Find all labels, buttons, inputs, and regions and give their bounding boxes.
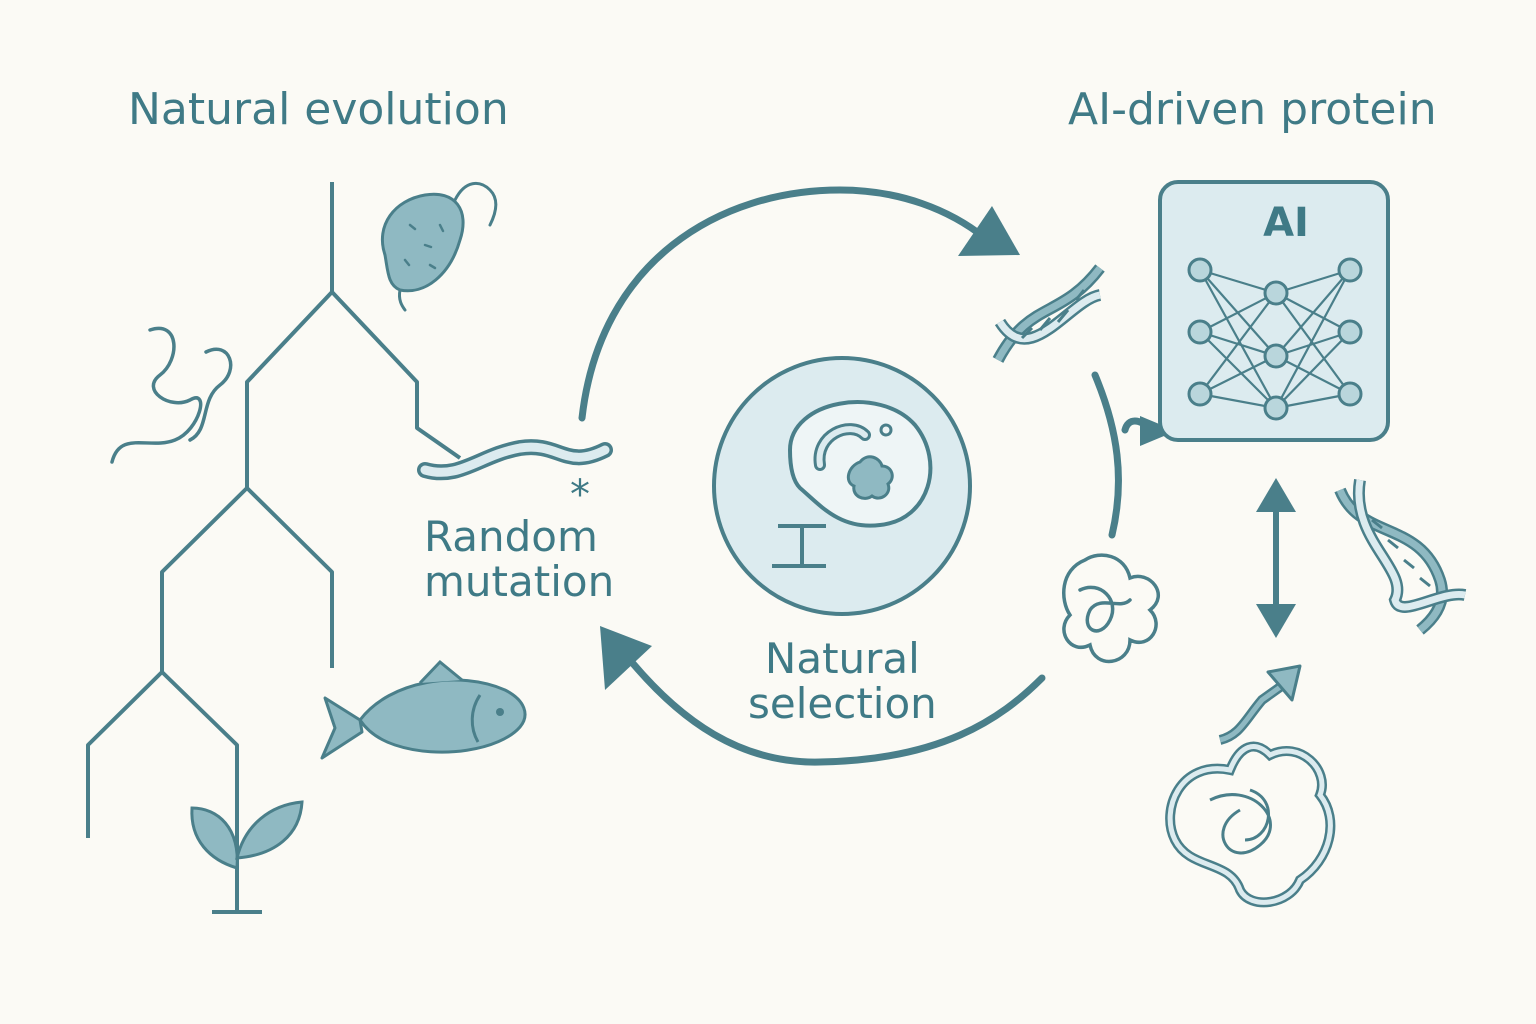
random-mutation-line1: Random <box>424 512 598 561</box>
cycle-arrowhead-top <box>958 206 1020 256</box>
mutant-worm-icon <box>417 439 613 481</box>
protein-tangle-icon <box>1062 553 1160 663</box>
dna-helix-icon <box>992 264 1105 363</box>
arrow-to-ai <box>1140 416 1176 446</box>
bidirectional-arrow <box>1256 478 1296 638</box>
phylogenetic-tree <box>86 182 462 914</box>
dna-helix-right-icon <box>1334 479 1467 635</box>
seedling-icon <box>190 800 304 870</box>
ai-network-box <box>1158 180 1390 442</box>
cycle-arrowhead-bottom <box>600 626 652 690</box>
folded-protein-icon <box>1165 675 1336 908</box>
natural-selection-line1: Natural <box>764 634 920 683</box>
bacterium-icon <box>380 181 498 312</box>
random-mutation-line2: mutation <box>424 557 615 607</box>
fish-icon <box>320 659 527 760</box>
natural-selection-label: Natural selection <box>748 636 937 727</box>
random-mutation-label: Random mutation <box>424 514 614 605</box>
natural-selection-line2: selection <box>748 679 937 729</box>
neural-network-icon <box>1187 257 1363 421</box>
natural-evolution-title: Natural evolution <box>128 84 509 135</box>
cell-icon <box>712 356 972 616</box>
ai-box-label: AI <box>1263 200 1309 246</box>
improvement-arrowhead <box>1266 664 1302 702</box>
worm-squiggles-icon <box>110 326 233 464</box>
ai-driven-title: AI-driven protein <box>1068 84 1437 135</box>
mutation-asterisk: * <box>570 472 590 518</box>
